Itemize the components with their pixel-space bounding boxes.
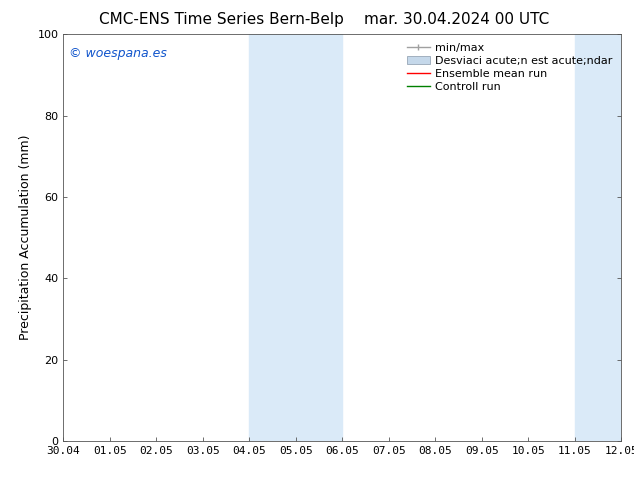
Text: © woespana.es: © woespana.es — [69, 47, 167, 59]
Y-axis label: Precipitation Accumulation (mm): Precipitation Accumulation (mm) — [19, 135, 32, 341]
Text: mar. 30.04.2024 00 UTC: mar. 30.04.2024 00 UTC — [364, 12, 549, 27]
Bar — [575, 34, 621, 441]
Legend: min/max, Desviaci acute;n est acute;ndar, Ensemble mean run, Controll run: min/max, Desviaci acute;n est acute;ndar… — [404, 40, 616, 95]
Bar — [249, 34, 342, 441]
Text: CMC-ENS Time Series Bern-Belp: CMC-ENS Time Series Bern-Belp — [100, 12, 344, 27]
